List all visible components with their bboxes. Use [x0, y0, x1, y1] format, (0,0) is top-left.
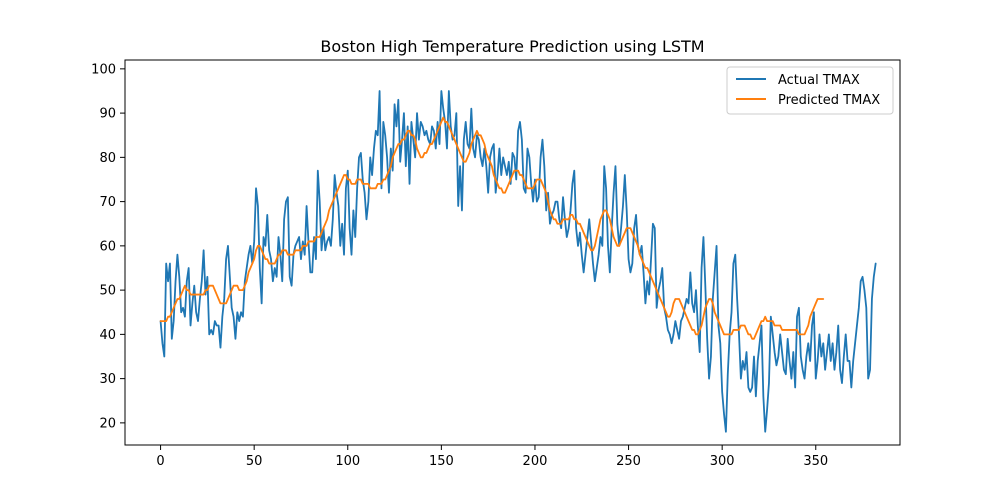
y-tick-label: 20 [99, 416, 116, 431]
legend-label-predicted: Predicted TMAX [778, 93, 880, 108]
plot-frame [124, 59, 901, 446]
series-line-actual [159, 90, 877, 433]
x-axis: 0 50 100 150 200 250 300 350 [156, 445, 828, 469]
x-tick-label: 200 [523, 454, 548, 469]
series-line-predicted [159, 116, 825, 340]
x-tick-label: 0 [156, 454, 164, 469]
y-tick-label: 50 [99, 284, 116, 299]
series-layer [159, 90, 877, 433]
x-tick-label: 350 [803, 454, 828, 469]
legend-label-actual: Actual TMAX [778, 73, 860, 88]
chart-title: Boston High Temperature Prediction using… [320, 37, 704, 56]
y-tick-label: 40 [99, 328, 116, 343]
y-axis: 20 30 40 50 60 70 80 90 100 [91, 62, 125, 431]
y-tick-label: 70 [99, 195, 116, 210]
x-tick-label: 250 [616, 454, 641, 469]
x-tick-label: 150 [429, 454, 454, 469]
y-tick-label: 60 [99, 239, 116, 254]
x-tick-label: 50 [246, 454, 263, 469]
legend-frame [726, 66, 894, 115]
y-tick-label: 100 [91, 62, 116, 77]
y-tick-label: 30 [99, 372, 116, 387]
legend: Actual TMAX Predicted TMAX [726, 66, 894, 115]
y-tick-label: 80 [99, 151, 116, 166]
x-tick-label: 100 [335, 454, 360, 469]
x-tick-label: 300 [710, 454, 735, 469]
y-tick-label: 90 [99, 107, 116, 122]
